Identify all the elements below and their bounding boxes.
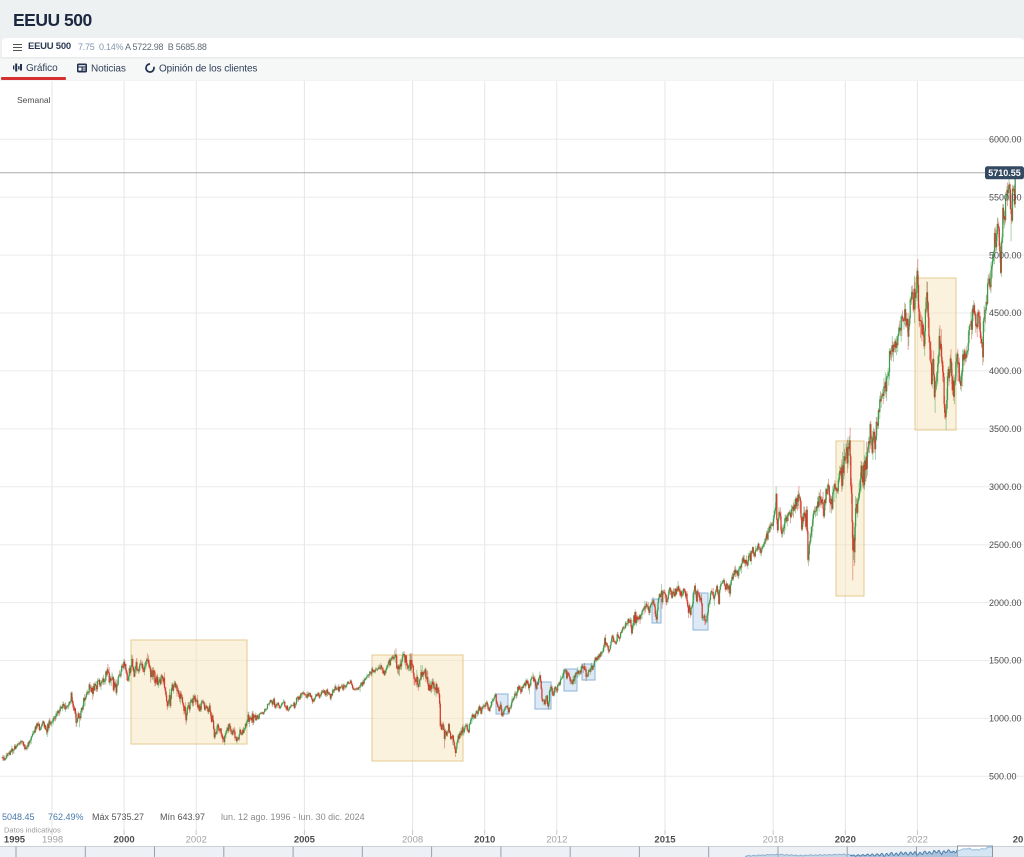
svg-text:2000.00: 2000.00 [989, 598, 1022, 608]
svg-text:762.49%: 762.49% [48, 812, 84, 822]
svg-text:5000.00: 5000.00 [989, 250, 1022, 260]
svg-text:4500.00: 4500.00 [989, 308, 1022, 318]
svg-text:5710.55: 5710.55 [988, 168, 1021, 178]
svg-text:lun. 12 ago. 1996 - lun. 30 di: lun. 12 ago. 1996 - lun. 30 dic. 2024 [221, 812, 365, 822]
svg-text:4000.00: 4000.00 [989, 366, 1022, 376]
svg-text:500.00: 500.00 [989, 772, 1017, 782]
svg-text:2018: 2018 [763, 835, 784, 846]
svg-text:Máx 5735.27: Máx 5735.27 [92, 812, 144, 822]
svg-text:Semanal: Semanal [17, 95, 51, 105]
svg-text:3000.00: 3000.00 [989, 482, 1022, 492]
svg-text:5048.45: 5048.45 [2, 812, 35, 822]
svg-text:1998: 1998 [42, 835, 63, 846]
svg-text:2500.00: 2500.00 [989, 540, 1022, 550]
svg-text:6000.00: 6000.00 [989, 135, 1022, 145]
svg-text:1500.00: 1500.00 [989, 656, 1022, 666]
svg-text:2020: 2020 [835, 835, 856, 846]
svg-text:5500.00: 5500.00 [989, 192, 1022, 202]
svg-text:2002: 2002 [186, 835, 207, 846]
svg-text:3500.00: 3500.00 [989, 424, 1022, 434]
svg-text:2000: 2000 [114, 835, 135, 846]
svg-text:1000.00: 1000.00 [989, 714, 1022, 724]
svg-text:2022: 2022 [907, 835, 928, 846]
svg-text:Mín 643.97: Mín 643.97 [160, 812, 205, 822]
svg-text:2010: 2010 [474, 835, 495, 846]
svg-text:2008: 2008 [402, 835, 423, 846]
svg-text:20: 20 [1013, 835, 1024, 846]
svg-text:Datos indicativos: Datos indicativos [4, 826, 61, 835]
svg-text:1995: 1995 [4, 835, 26, 846]
svg-text:2005: 2005 [294, 835, 316, 846]
svg-text:2012: 2012 [546, 835, 567, 846]
svg-text:2015: 2015 [654, 835, 676, 846]
